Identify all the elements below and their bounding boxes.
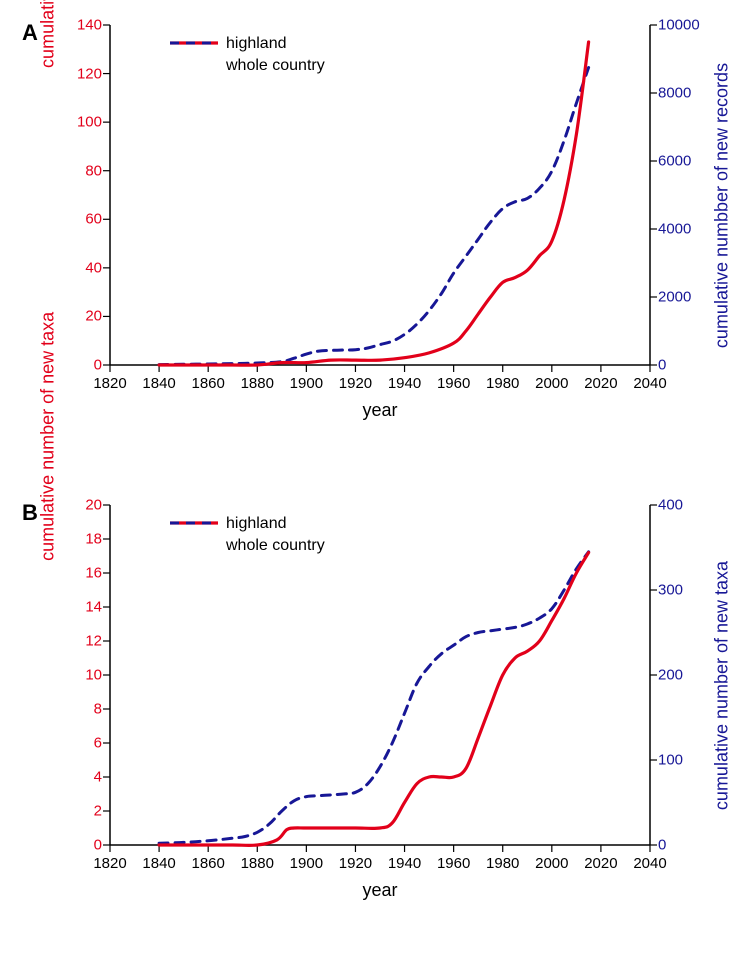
panel-label-a: A xyxy=(22,20,38,46)
x-tick-label: 1940 xyxy=(388,375,421,392)
series-highland xyxy=(159,553,589,846)
y-left-tick-label: 80 xyxy=(85,162,110,179)
y-left-tick-label: 12 xyxy=(85,633,110,650)
y-right-tick-label: 8000 xyxy=(650,85,691,102)
x-tick-label: 1840 xyxy=(142,375,175,392)
x-axis-title-a: year xyxy=(362,400,397,421)
y-right-tick-label: 10000 xyxy=(650,17,700,34)
x-tick-label: 1900 xyxy=(290,855,323,872)
legend-label: whole country xyxy=(226,57,325,75)
plot-area-b: year cumulative number of new taxa cumul… xyxy=(110,505,650,845)
x-tick-label: 2020 xyxy=(584,855,617,872)
x-tick-label: 1860 xyxy=(191,855,224,872)
y-left-tick-label: 40 xyxy=(85,259,110,276)
panel-b: B year cumulative number of new taxa cum… xyxy=(0,480,753,930)
legend-a: highland whole country xyxy=(170,33,325,77)
y-left-tick-label: 140 xyxy=(77,17,110,34)
y-right-title-a: cumulative numbber of new records xyxy=(712,63,733,348)
x-tick-label: 1920 xyxy=(339,855,372,872)
x-tick-label: 1860 xyxy=(191,375,224,392)
y-left-tick-label: 8 xyxy=(94,701,110,718)
x-tick-label: 1920 xyxy=(339,375,372,392)
legend-swatch-country xyxy=(170,536,218,556)
legend-item-country: whole country xyxy=(170,55,325,77)
legend-item-country: whole country xyxy=(170,535,325,557)
x-tick-label: 1940 xyxy=(388,855,421,872)
series-country xyxy=(159,68,589,365)
x-tick-label: 2020 xyxy=(584,375,617,392)
legend-label: highland xyxy=(226,35,287,53)
y-left-tick-label: 6 xyxy=(94,735,110,752)
y-right-title-b: cumulative number of new taxa xyxy=(712,561,733,810)
y-left-tick-label: 2 xyxy=(94,803,110,820)
x-axis-title-b: year xyxy=(362,880,397,901)
panel-label-b: B xyxy=(22,500,38,526)
x-tick-label: 2040 xyxy=(633,375,666,392)
y-right-tick-label: 0 xyxy=(650,357,666,374)
x-tick-label: 1880 xyxy=(241,855,274,872)
x-tick-label: 2040 xyxy=(633,855,666,872)
x-tick-label: 2000 xyxy=(535,375,568,392)
y-left-tick-label: 100 xyxy=(77,114,110,131)
y-right-tick-label: 200 xyxy=(650,667,683,684)
x-tick-label: 1820 xyxy=(93,855,126,872)
y-right-tick-label: 400 xyxy=(650,497,683,514)
x-tick-label: 1840 xyxy=(142,855,175,872)
legend-label: highland xyxy=(226,515,287,533)
x-tick-label: 1880 xyxy=(241,375,274,392)
x-tick-label: 1820 xyxy=(93,375,126,392)
y-right-tick-label: 2000 xyxy=(650,289,691,306)
x-tick-label: 1980 xyxy=(486,375,519,392)
y-left-tick-label: 4 xyxy=(94,769,110,786)
legend-swatch-country xyxy=(170,56,218,76)
y-left-tick-label: 60 xyxy=(85,211,110,228)
y-left-tick-label: 0 xyxy=(94,357,110,374)
x-tick-label: 2000 xyxy=(535,855,568,872)
y-left-tick-label: 20 xyxy=(85,308,110,325)
y-left-tick-label: 14 xyxy=(85,599,110,616)
y-left-tick-label: 10 xyxy=(85,667,110,684)
series-country xyxy=(159,552,589,844)
y-right-tick-label: 300 xyxy=(650,582,683,599)
x-tick-label: 1960 xyxy=(437,855,470,872)
plot-area-a: year cumulative number of new records cu… xyxy=(110,25,650,365)
x-tick-label: 1980 xyxy=(486,855,519,872)
legend-label: whole country xyxy=(226,537,325,555)
y-left-tick-label: 20 xyxy=(85,497,110,514)
y-left-tick-label: 0 xyxy=(94,837,110,854)
y-right-tick-label: 100 xyxy=(650,752,683,769)
y-left-title-a: cumulative number of new records xyxy=(38,0,59,68)
panel-a: A year cumulative number of new records … xyxy=(0,0,753,450)
y-right-tick-label: 0 xyxy=(650,837,666,854)
y-left-tick-label: 16 xyxy=(85,565,110,582)
y-left-tick-label: 120 xyxy=(77,65,110,82)
series-highland xyxy=(159,42,589,365)
legend-b: highland whole country xyxy=(170,513,325,557)
figure: A year cumulative number of new records … xyxy=(0,0,753,960)
x-tick-label: 1900 xyxy=(290,375,323,392)
y-left-title-b: cumulative number of new taxa xyxy=(38,312,59,561)
x-tick-label: 1960 xyxy=(437,375,470,392)
y-right-tick-label: 4000 xyxy=(650,221,691,238)
y-right-tick-label: 6000 xyxy=(650,153,691,170)
y-left-tick-label: 18 xyxy=(85,531,110,548)
